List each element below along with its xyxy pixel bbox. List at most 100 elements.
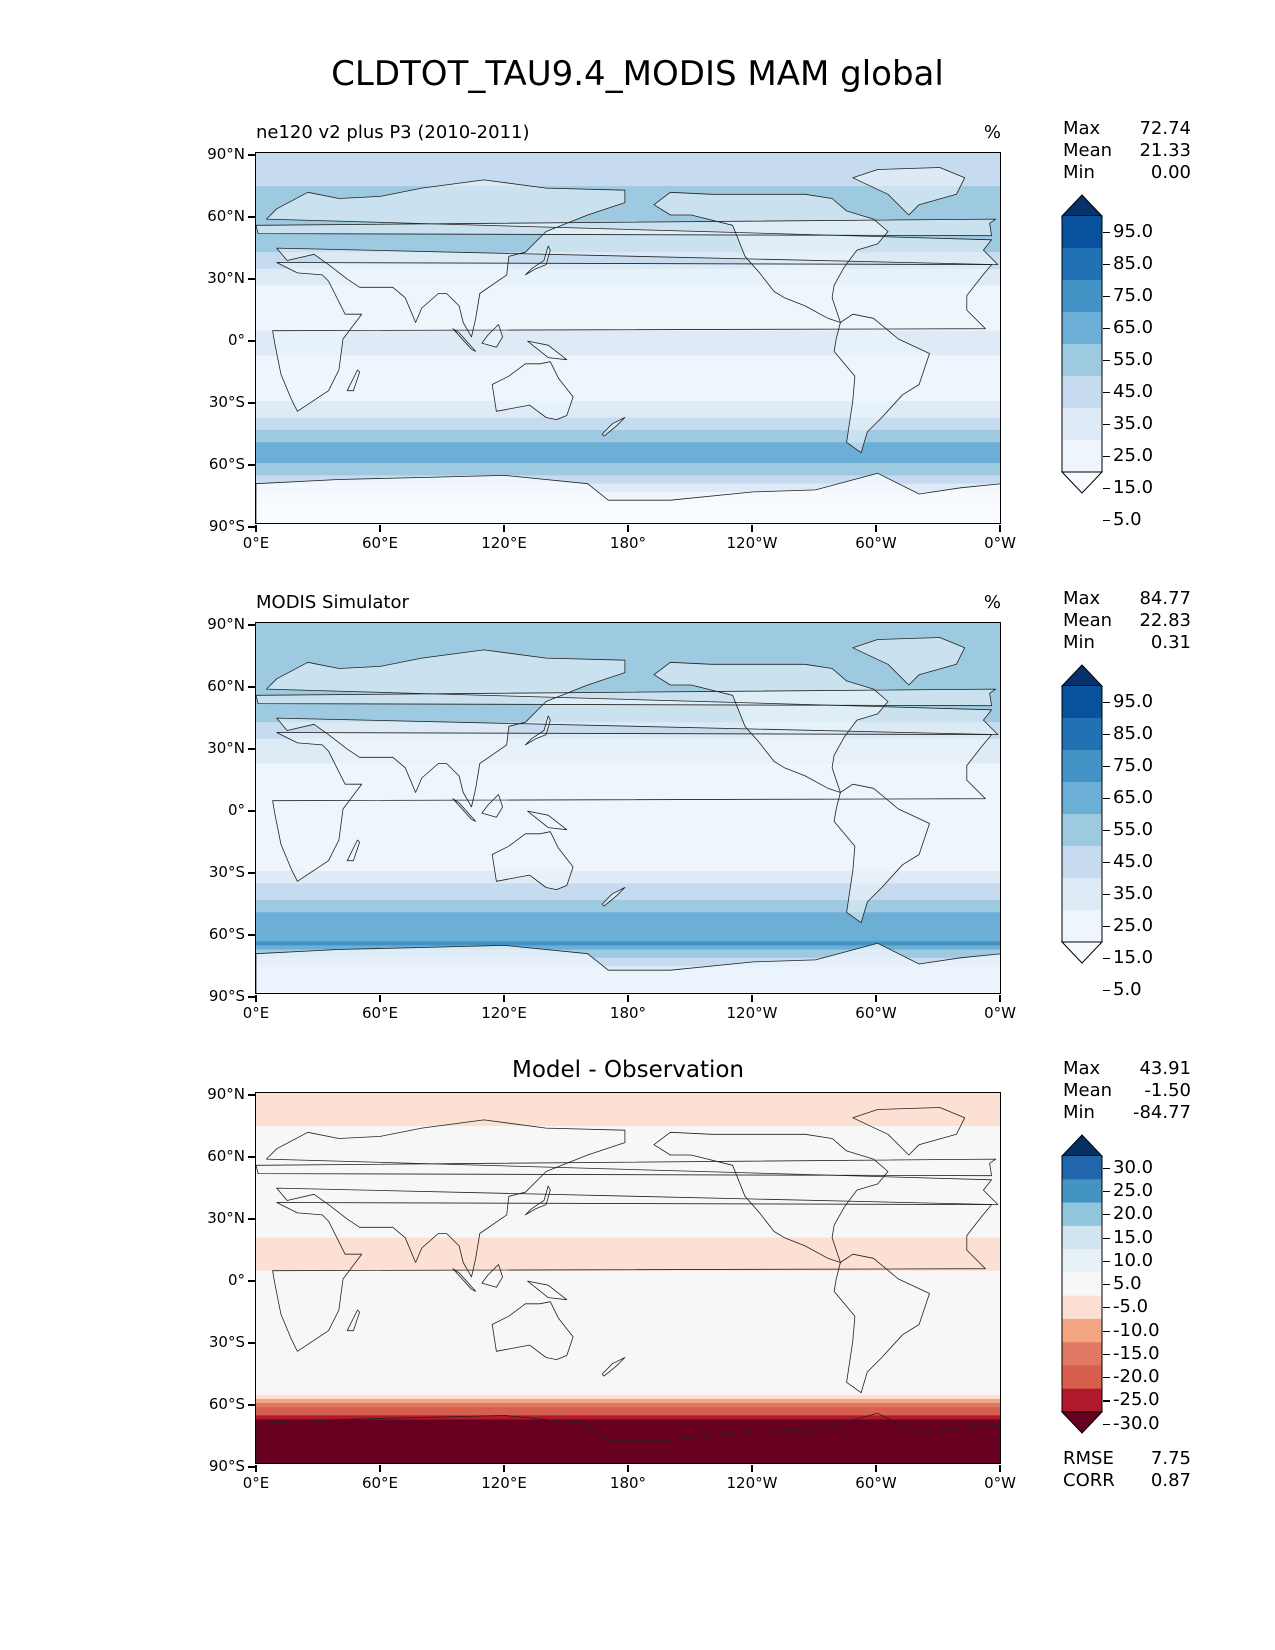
x-tick-label: 60°W — [836, 525, 916, 552]
zonal-band — [256, 953, 1000, 959]
zonal-band — [256, 1295, 1000, 1301]
stat-min: -84.77 — [1132, 1102, 1191, 1123]
stat-max: 84.77 — [1139, 588, 1191, 609]
zonal-band — [256, 1212, 1000, 1218]
zonal-band — [256, 467, 1000, 472]
colorbar-segment — [1062, 1156, 1102, 1180]
colorbar-segment — [1062, 1272, 1102, 1296]
zonal-band — [256, 821, 1000, 827]
zonal-band — [256, 1332, 1000, 1338]
colorbar-tick-label: 95.0 — [1102, 221, 1154, 242]
zonal-band — [256, 1237, 1000, 1243]
colorbar-segment — [1062, 1202, 1102, 1227]
zonal-band — [256, 202, 1000, 208]
zonal-band — [256, 1254, 1000, 1259]
zonal-band — [256, 1357, 1000, 1363]
stat-label: CORR — [1063, 1470, 1115, 1491]
coastline-antarctica — [256, 942, 1000, 993]
x-tick-label: 0°W — [960, 1465, 1040, 1492]
zonal-band — [256, 1113, 1000, 1119]
zonal-band — [256, 1146, 1000, 1152]
zonal-band — [256, 656, 1000, 661]
colorbar-tick-label: 75.0 — [1102, 755, 1154, 776]
zonal-band — [256, 627, 1000, 632]
zonal-band — [256, 409, 1000, 414]
coastline-samerica — [833, 783, 930, 924]
stat-label: Mean — [1063, 140, 1113, 161]
colorbar-segment — [1062, 440, 1102, 473]
zonal-band — [256, 1444, 1000, 1450]
zonal-band — [256, 351, 1000, 357]
zonal-band — [256, 833, 1000, 839]
zonal-band — [256, 1345, 1000, 1350]
zonal-band — [256, 1361, 1000, 1367]
zonal-band — [256, 359, 1000, 365]
zonal-band — [256, 1258, 1000, 1264]
zonal-band — [256, 429, 1000, 435]
coastline-australia — [491, 831, 574, 890]
x-tick-label: 60°E — [340, 1465, 420, 1492]
colorbar-tick-label: 65.0 — [1102, 317, 1154, 338]
zonal-band — [256, 1382, 1000, 1388]
zonal-band — [256, 883, 1000, 889]
zonal-band — [256, 1436, 1000, 1441]
land-fill-greenland — [852, 167, 965, 215]
coastline-samerica — [833, 1253, 930, 1394]
zonal-band — [256, 1423, 1000, 1429]
zonal-band — [256, 401, 1000, 406]
panel-title: Model - Observation — [511, 1057, 745, 1083]
zonal-band — [256, 1188, 1000, 1193]
x-tick-label: 0°E — [216, 525, 296, 552]
colorbar-extend-max — [1061, 194, 1103, 217]
coastline-africa — [272, 262, 992, 412]
land-fill-madagascar — [347, 370, 360, 391]
coastline-sumatra — [452, 1268, 477, 1292]
zonal-band — [256, 157, 1000, 162]
coastline-sumatra — [452, 328, 477, 352]
zonal-band — [256, 647, 1000, 653]
zonal-band — [256, 928, 1000, 934]
zonal-band — [256, 908, 1000, 913]
land-fill-australia — [492, 831, 574, 890]
field-layer — [256, 623, 1000, 993]
colorbar-segment — [1062, 216, 1102, 249]
stat-max: 72.74 — [1139, 118, 1191, 139]
zonal-band — [256, 726, 1000, 732]
zonal-band — [256, 1225, 1000, 1230]
coastline-antarctica — [256, 472, 1000, 523]
colorbar-tick-label: 5.0 — [1103, 1273, 1142, 1294]
zonal-band — [256, 1312, 1000, 1317]
zonal-band — [256, 945, 1000, 951]
colorbar-outline — [1061, 1156, 1103, 1412]
zonal-band — [256, 1138, 1000, 1144]
zonal-band — [256, 1374, 1000, 1379]
zonal-band — [256, 206, 1000, 212]
colorbar-tick-label: 65.0 — [1102, 787, 1154, 808]
zonal-band — [256, 388, 1000, 394]
zonal-band — [256, 949, 1000, 955]
zonal-band — [256, 446, 1000, 452]
colorbar-tick-label: -10.0 — [1103, 1319, 1160, 1341]
zonal-band — [256, 463, 1000, 468]
zonal-band — [256, 680, 1000, 686]
colorbar-tick-label: 30.0 — [1102, 1156, 1154, 1178]
stat-min: 0.00 — [1150, 162, 1191, 183]
land-fill-japan — [525, 246, 551, 275]
zonal-band — [256, 425, 1000, 431]
zonal-band — [256, 1204, 1000, 1210]
colorbar-tick-label: 45.0 — [1102, 381, 1154, 402]
y-tick-label: 90°S — [185, 517, 255, 535]
zonal-band — [256, 899, 1000, 905]
zonal-band — [256, 1427, 1000, 1433]
y-tick-label: 0° — [185, 1271, 255, 1289]
zonal-band — [256, 1279, 1000, 1284]
colorbar-tick-label: 45.0 — [1102, 851, 1154, 872]
colorbar-segment — [1062, 1249, 1102, 1273]
zonal-band — [256, 1175, 1000, 1181]
zonal-band — [256, 1121, 1000, 1127]
zonal-band — [256, 413, 1000, 419]
stats-box: Max 43.91 Mean -1.50 Min -84.77 — [1063, 1058, 1191, 1124]
zonal-band — [256, 809, 1000, 814]
land-fill-nz — [602, 417, 625, 437]
x-tick-label: 120°E — [464, 995, 544, 1022]
